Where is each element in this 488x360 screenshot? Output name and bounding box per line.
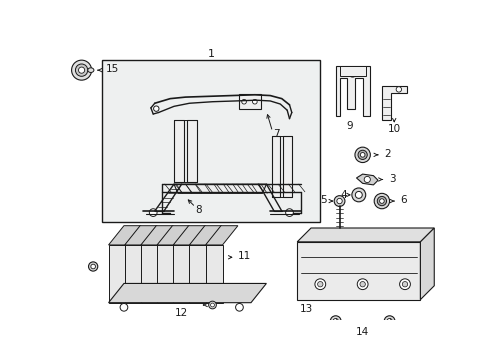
Polygon shape — [157, 245, 174, 303]
Circle shape — [235, 303, 243, 311]
Text: 6: 6 — [400, 195, 406, 205]
Circle shape — [402, 282, 407, 287]
Circle shape — [357, 279, 367, 289]
Text: 2: 2 — [384, 149, 390, 159]
Circle shape — [384, 316, 394, 327]
Text: 7: 7 — [272, 129, 279, 139]
Text: 11: 11 — [238, 252, 251, 261]
Bar — [339, 66, 366, 76]
Circle shape — [75, 64, 87, 76]
Polygon shape — [141, 245, 158, 303]
Circle shape — [347, 68, 357, 77]
Circle shape — [333, 195, 344, 206]
Text: 15: 15 — [106, 64, 119, 73]
Circle shape — [395, 87, 401, 92]
Circle shape — [357, 150, 366, 159]
Polygon shape — [141, 226, 173, 245]
Polygon shape — [173, 245, 190, 303]
Polygon shape — [205, 226, 238, 245]
Ellipse shape — [87, 68, 94, 72]
Polygon shape — [124, 226, 157, 245]
Circle shape — [149, 209, 157, 216]
Bar — [187, 120, 197, 182]
Polygon shape — [108, 226, 141, 245]
Circle shape — [210, 303, 214, 307]
Circle shape — [360, 153, 364, 157]
Text: 5: 5 — [320, 195, 326, 205]
Polygon shape — [108, 245, 125, 303]
Text: 1: 1 — [207, 49, 214, 59]
Polygon shape — [381, 86, 406, 120]
Circle shape — [79, 67, 84, 73]
Text: 10: 10 — [387, 125, 400, 134]
Circle shape — [359, 282, 365, 287]
Circle shape — [153, 106, 159, 111]
Circle shape — [91, 264, 95, 269]
Polygon shape — [297, 228, 433, 242]
Circle shape — [88, 262, 98, 271]
Polygon shape — [108, 283, 266, 303]
Polygon shape — [173, 226, 205, 245]
Circle shape — [377, 197, 386, 206]
Polygon shape — [420, 228, 433, 300]
Circle shape — [354, 147, 369, 163]
Polygon shape — [356, 174, 377, 185]
Circle shape — [364, 176, 369, 183]
Circle shape — [351, 188, 365, 202]
Circle shape — [285, 209, 293, 216]
Polygon shape — [297, 242, 420, 300]
Text: 9: 9 — [346, 121, 352, 131]
Polygon shape — [174, 184, 266, 193]
Text: 3: 3 — [388, 174, 395, 184]
Circle shape — [71, 60, 91, 80]
Text: 14: 14 — [355, 327, 368, 337]
Text: 13: 13 — [299, 304, 312, 314]
Circle shape — [317, 282, 323, 287]
Bar — [102, 60, 320, 222]
Bar — [174, 120, 183, 182]
Bar — [239, 94, 261, 109]
Circle shape — [386, 319, 391, 324]
Circle shape — [332, 319, 338, 324]
Text: 12: 12 — [175, 308, 188, 318]
Polygon shape — [189, 245, 206, 303]
Text: 8: 8 — [195, 204, 202, 215]
Circle shape — [399, 279, 409, 289]
Circle shape — [336, 198, 342, 204]
Circle shape — [373, 193, 389, 209]
Circle shape — [120, 303, 127, 311]
Polygon shape — [124, 245, 142, 303]
Polygon shape — [205, 245, 222, 303]
Circle shape — [241, 99, 246, 104]
Polygon shape — [189, 226, 221, 245]
Circle shape — [314, 279, 325, 289]
Polygon shape — [157, 226, 189, 245]
Circle shape — [355, 192, 362, 198]
Bar — [283, 136, 291, 197]
Polygon shape — [335, 66, 369, 116]
Circle shape — [208, 301, 216, 309]
Circle shape — [379, 199, 384, 203]
Text: 4: 4 — [340, 190, 346, 200]
Circle shape — [329, 316, 341, 327]
Circle shape — [252, 99, 257, 104]
Bar — [271, 136, 280, 197]
